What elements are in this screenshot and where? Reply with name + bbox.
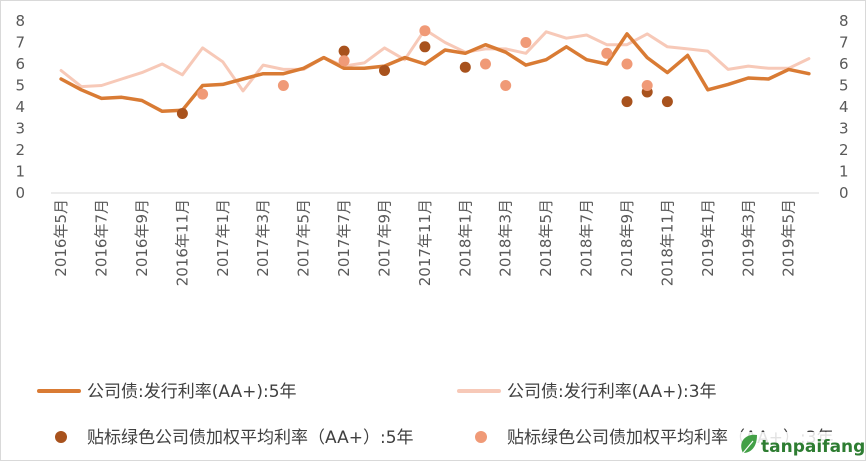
scatter-point-series-3 (338, 45, 350, 57)
x-tick-label: 2018年5月 (537, 199, 555, 277)
legend-label-1: 公司债:发行利率(AA+):5年 (87, 382, 297, 402)
x-tick-label: 2018年7月 (578, 199, 596, 277)
scatter-point-series-3 (459, 61, 471, 73)
scatter-point-series-3 (176, 108, 188, 119)
y-tick-label-right: 8 (839, 12, 849, 30)
x-tick-label: 2016年7月 (93, 199, 111, 277)
y-tick-label-left: 1 (15, 163, 25, 181)
series-line-1 (59, 32, 811, 114)
y-axis-left: 0 1 2 3 4 5 6 7 8 (15, 12, 25, 202)
y-tick-label-left: 0 (15, 184, 25, 202)
y-axis-right: 0 1 2 3 4 5 6 7 8 (839, 12, 849, 202)
y-tick-label-right: 1 (839, 163, 849, 181)
x-tick-label: 2017年9月 (375, 199, 393, 277)
y-tick-label-right: 3 (839, 120, 849, 138)
scatter-point-series-4 (641, 80, 653, 91)
y-tick-label-right: 0 (839, 184, 849, 202)
legend-label-2: 公司债:发行利率(AA+):3年 (507, 382, 717, 402)
series-line-2 (59, 28, 811, 93)
scatter-point-series-4 (601, 47, 613, 59)
series-lines (59, 28, 811, 114)
scatter-point-series-4 (197, 88, 209, 100)
series-points (176, 25, 673, 119)
x-tick-label: 2019年3月 (739, 199, 757, 277)
y-tick-label-right: 4 (839, 98, 849, 116)
scatter-point-series-4 (338, 55, 350, 67)
x-axis: 2016年5月 2016年7月 2016年9月 2016年11月 2017年1月 2017… (52, 199, 798, 286)
scatter-point-series-3 (379, 65, 390, 76)
y-tick-label-right: 6 (839, 55, 849, 73)
y-tick-label-left: 2 (15, 141, 25, 159)
legend-swatch-3 (55, 431, 67, 443)
x-tick-label: 2017年7月 (335, 199, 353, 277)
y-tick-label-right: 5 (839, 77, 849, 95)
x-tick-label: 2018年11月 (658, 199, 676, 286)
legend: 公司债:发行利率(AA+):5年 公司债:发行利率(AA+):3年贴标绿色公司债加… (37, 382, 834, 448)
y-tick-label-left: 7 (15, 34, 25, 52)
scatter-point-series-4 (520, 37, 532, 48)
x-tick-label: 2018年9月 (618, 199, 636, 277)
leaf-logo-icon (741, 434, 757, 454)
y-tick-label-left: 3 (15, 120, 25, 138)
y-tick-label-left: 5 (15, 77, 25, 95)
y-tick-label-left: 4 (15, 98, 25, 116)
x-tick-label: 2017年11月 (416, 199, 434, 286)
x-tick-label: 2016年9月 (133, 199, 151, 277)
legend-label-3: 贴标绿色公司债加权平均利率（AA+）:5年 (87, 428, 414, 448)
x-tick-label: 2018年3月 (497, 199, 515, 277)
y-tick-label-right: 2 (839, 141, 849, 159)
x-tick-label: 2016年5月 (52, 199, 70, 277)
y-tick-label-left: 6 (15, 55, 25, 73)
scatter-point-series-4 (500, 80, 512, 91)
scatter-point-series-4 (277, 80, 289, 91)
y-tick-label-right: 7 (839, 34, 849, 52)
x-tick-label: 2017年3月 (254, 199, 272, 277)
scatter-point-series-3 (661, 96, 673, 108)
scatter-point-series-4 (419, 25, 431, 37)
legend-swatch-4 (475, 431, 487, 443)
scatter-point-series-4 (480, 58, 491, 70)
scatter-point-series-4 (621, 58, 633, 70)
y-tick-label-left: 8 (15, 12, 25, 30)
x-tick-label: 2019年5月 (780, 199, 798, 277)
x-tick-label: 2016年11月 (173, 199, 191, 286)
watermark: tanpaifang.com (733, 432, 865, 460)
x-tick-label: 2018年1月 (456, 199, 474, 277)
watermark-brand-text: tanpaifang.com (761, 437, 865, 457)
scatter-point-series-3 (419, 41, 431, 53)
x-tick-label: 2019年1月 (699, 199, 717, 277)
scatter-point-series-3 (621, 96, 633, 108)
x-tick-label: 2017年5月 (295, 199, 313, 277)
x-tick-label: 2017年1月 (214, 199, 232, 277)
